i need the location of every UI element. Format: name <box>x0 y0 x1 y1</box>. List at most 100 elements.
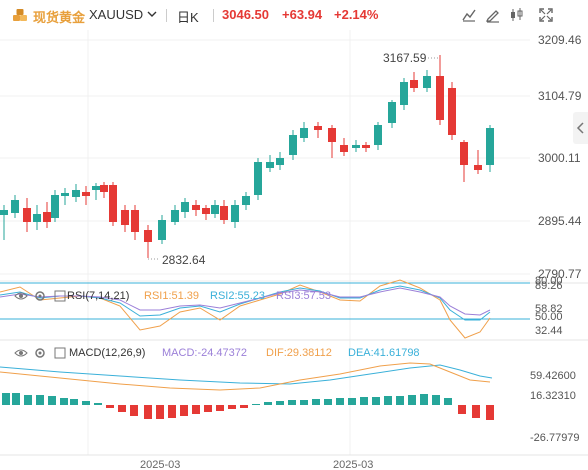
time-axis-label: 2025-03 <box>333 459 373 470</box>
timeframe-selector[interactable]: 日K <box>177 10 199 25</box>
settings-icon[interactable] <box>54 347 66 359</box>
macd-histogram-bar <box>94 403 102 405</box>
candle-body <box>276 158 284 165</box>
time-axis: 2025-03 2025-03 <box>140 459 373 470</box>
macd-axis-label: 16.32310 <box>530 390 576 402</box>
candle-body <box>328 128 336 142</box>
dif-line <box>0 362 491 391</box>
macd-histogram-bar <box>144 405 152 419</box>
candle-type-icon[interactable] <box>508 6 526 24</box>
dea-value: DEA:41.61798 <box>348 347 420 359</box>
candle-body <box>43 212 51 222</box>
gear-icon[interactable] <box>34 347 46 359</box>
candle-body <box>33 214 41 222</box>
candle-body <box>474 165 482 170</box>
last-price: 3046.50 <box>222 7 269 22</box>
rsi-axis-label: 50.00 <box>535 311 563 323</box>
chevron-down-icon[interactable] <box>146 7 158 21</box>
dea-line <box>0 364 493 385</box>
macd-histogram-bar <box>82 401 90 405</box>
rsi3-value: RSI3:57.53 <box>276 290 332 302</box>
macd-histogram-bar <box>12 393 20 405</box>
macd-panel: 59.42600 16.32310 -26.77979 <box>0 362 580 444</box>
macd-histogram-bar <box>486 405 494 420</box>
fullscreen-icon[interactable] <box>537 6 555 24</box>
candle-body <box>231 205 239 222</box>
candle-body <box>158 220 166 240</box>
divider <box>166 9 167 22</box>
chart-grid <box>0 30 588 456</box>
candle-body <box>254 162 262 195</box>
candle-body <box>352 145 360 148</box>
macd-histogram-bar <box>118 405 126 412</box>
candle-body <box>266 162 274 168</box>
candle-body <box>181 202 189 212</box>
macd-histogram-bar <box>216 405 224 411</box>
macd-histogram-bar <box>348 398 356 405</box>
collapse-panel-button[interactable] <box>573 112 588 144</box>
dif-value: DIF:29.38112 <box>266 347 332 359</box>
candle-body <box>460 142 468 165</box>
indicator-compare-icon[interactable] <box>460 6 478 24</box>
price-axis-label: 2895.44 <box>538 214 582 228</box>
candle-body <box>131 210 139 232</box>
time-axis-label: 2025-03 <box>140 459 180 470</box>
rsi-axis-label: 80.00 <box>535 275 563 287</box>
gear-icon[interactable] <box>34 290 46 302</box>
price-annotations: 3167.59 2832.64 <box>148 51 438 267</box>
candle-body <box>410 80 418 88</box>
rsi2-value: RSI2:55.23 <box>210 290 266 302</box>
eye-icon[interactable] <box>14 290 28 302</box>
rsi1-line <box>0 279 491 339</box>
candle-body <box>220 206 228 220</box>
candle-body <box>144 230 152 242</box>
candle-body <box>448 88 456 135</box>
candle-body <box>92 186 100 190</box>
rsi-axis-label: 32.44 <box>535 325 563 337</box>
macd-histogram-bar <box>372 397 380 405</box>
candle-body <box>109 185 117 222</box>
macd-histogram-bar <box>432 395 440 405</box>
macd-histogram-bar <box>48 396 56 405</box>
candle-body <box>72 190 80 197</box>
rsi-axis-label: 58.82 <box>535 303 563 315</box>
macd-label: MACD(12,26,9) <box>69 347 146 359</box>
instrument-title[interactable]: 现货黄金 <box>33 10 86 25</box>
price-axis-label: 3104.79 <box>538 89 582 103</box>
macd-histogram-bar <box>204 405 212 412</box>
macd-histogram-bar <box>420 394 428 405</box>
candle-body <box>211 205 219 214</box>
candle-body <box>242 196 250 205</box>
gold-logo-icon <box>13 9 27 21</box>
price-axis: 3209.46 3104.79 3000.11 2895.44 2790.77 <box>0 33 582 282</box>
candle-body <box>362 145 370 148</box>
chart-header: 现货黄金 XAUUSD 日K 3046.50 +63.94 +2.14% <box>0 0 588 30</box>
candle-body <box>436 76 444 120</box>
candle-body <box>192 205 200 210</box>
macd-histogram-bar <box>264 402 272 405</box>
eye-icon[interactable] <box>14 347 28 359</box>
macd-histogram-bar <box>130 405 138 416</box>
macd-histogram-bar <box>252 404 260 405</box>
price-axis-label: 3209.46 <box>538 33 582 47</box>
macd-histogram-bar <box>24 395 32 405</box>
macd-histogram-bar <box>70 399 78 405</box>
candle-body <box>486 128 494 165</box>
rsi-axis-label: 89.26 <box>535 280 563 292</box>
instrument-symbol[interactable]: XAUUSD <box>89 7 144 22</box>
macd-histogram-bar <box>2 393 10 405</box>
macd-histogram-bar <box>472 405 480 418</box>
macd-histogram-bar <box>396 396 404 405</box>
macd-histogram-bar <box>156 405 164 419</box>
macd-histogram-bar <box>300 400 308 405</box>
candle-body <box>100 185 108 192</box>
settings-icon[interactable] <box>54 290 66 302</box>
candle-body <box>202 208 210 214</box>
draw-icon[interactable] <box>484 6 502 24</box>
macd-value: MACD:-24.47372 <box>162 347 247 359</box>
macd-histogram-bar <box>458 405 466 414</box>
macd-histogram-bar <box>324 399 332 405</box>
candle-body <box>11 200 19 213</box>
